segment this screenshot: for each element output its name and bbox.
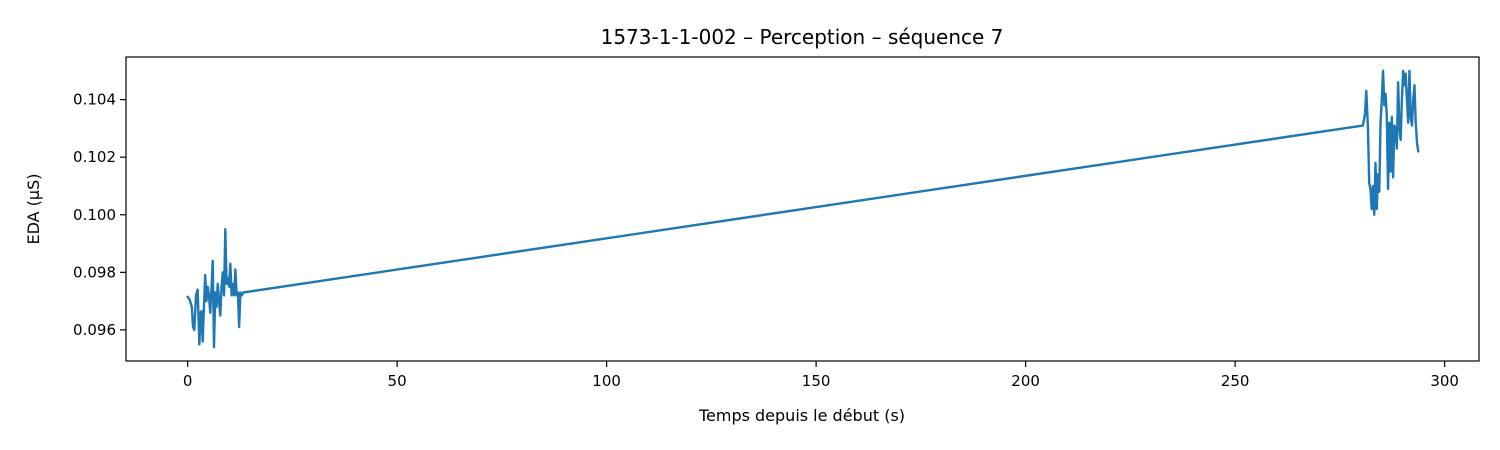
eda-series-line: [186, 69, 1420, 349]
x-axis: 0 50 100 150 200 250 300: [183, 361, 1459, 390]
y-tick-label: 0.102: [73, 148, 116, 166]
y-tick-label: 0.096: [73, 321, 116, 339]
x-tick-label: 300: [1430, 372, 1459, 390]
y-axis: 0.096 0.098 0.100 0.102 0.104: [73, 91, 126, 339]
x-tick-label: 0: [183, 372, 193, 390]
x-axis-label: Temps depuis le début (s): [698, 406, 905, 425]
x-tick-label: 250: [1221, 372, 1250, 390]
x-tick-label: 100: [592, 372, 621, 390]
x-tick-label: 50: [388, 372, 407, 390]
x-tick-label: 200: [1011, 372, 1040, 390]
y-tick-label: 0.100: [73, 206, 116, 224]
chart-title: 1573-1-1-002 – Perception – séquence 7: [601, 25, 1004, 49]
y-tick-label: 0.104: [73, 91, 116, 109]
x-tick-label: 150: [802, 372, 831, 390]
plot-frame: [125, 56, 1480, 362]
y-axis-label: EDA (µS): [24, 174, 43, 245]
plot-area: [125, 56, 1480, 362]
y-tick-label: 0.098: [73, 263, 116, 281]
